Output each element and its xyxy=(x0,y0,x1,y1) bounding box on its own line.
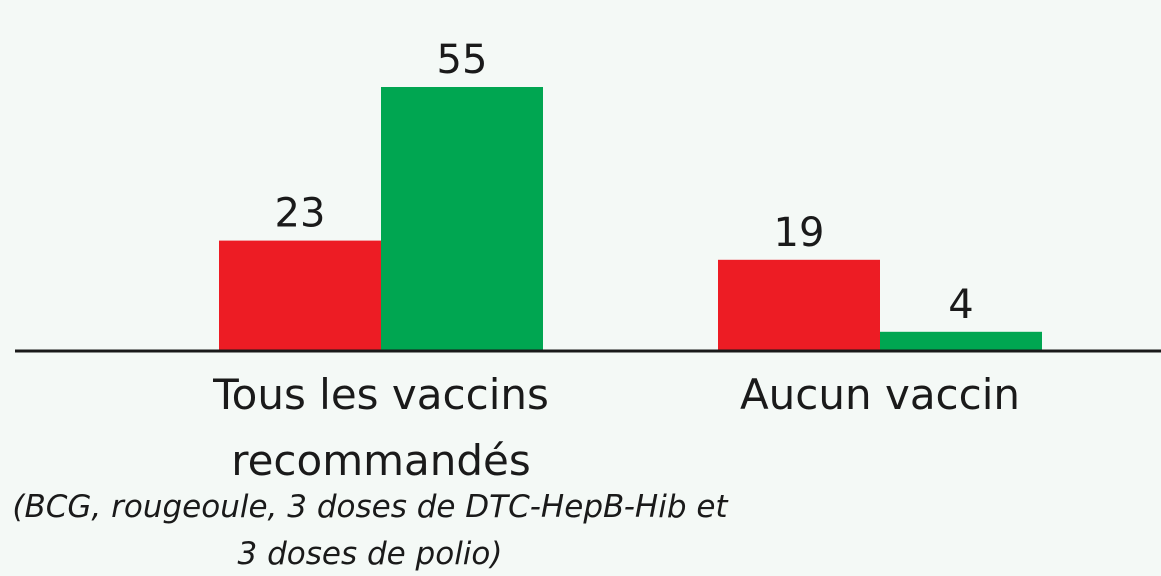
bar xyxy=(381,87,543,351)
bar xyxy=(718,259,880,351)
value-label: 19 xyxy=(774,210,825,256)
value-label: 55 xyxy=(437,37,488,83)
x-tick-label: Aucun vaccin xyxy=(739,370,1021,419)
value-label: 4 xyxy=(948,282,973,328)
annotation: (BCG, rougeoule, 3 doses de DTC-HepB-Hib… xyxy=(12,489,728,572)
x-tick-label: Tous les vaccins recommandés xyxy=(213,370,549,485)
value-label: 23 xyxy=(275,191,326,237)
bar xyxy=(880,331,1042,351)
bar xyxy=(219,240,381,351)
